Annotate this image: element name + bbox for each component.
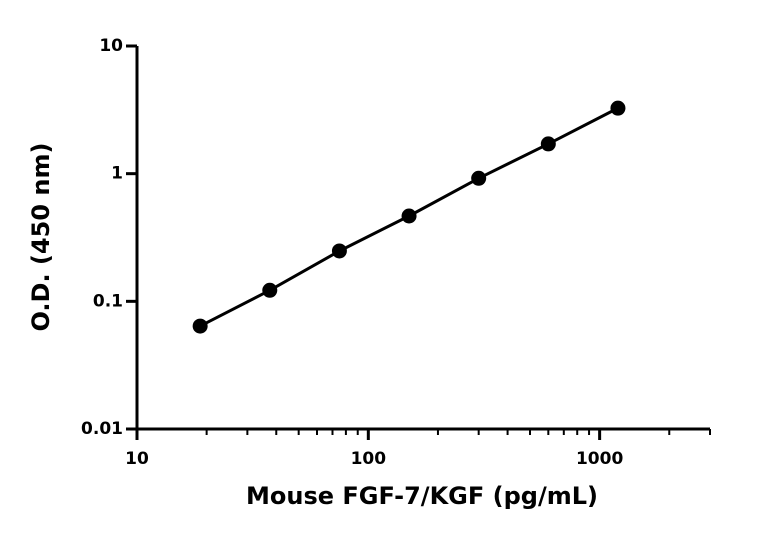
data-point [401,208,417,224]
y-tick-label: 1 [111,164,123,184]
x-tick-label: 10 [125,449,149,469]
y-axis-label: O.D. (450 nm) [27,143,55,332]
x-axis-label: Mouse FGF-7/KGF (pg/mL) [246,482,598,510]
x-tick-label: 100 [351,449,387,469]
data-point [262,282,278,298]
x-tick-label: 1000 [576,449,623,469]
y-tick-label: 0.01 [81,419,123,439]
y-tick-label: 10 [99,36,123,56]
y-tick-label: 0.1 [93,291,123,311]
data-point [192,318,208,334]
data-point [331,243,347,259]
data-point [610,100,626,116]
data-point [540,136,556,152]
data-point [471,170,487,186]
